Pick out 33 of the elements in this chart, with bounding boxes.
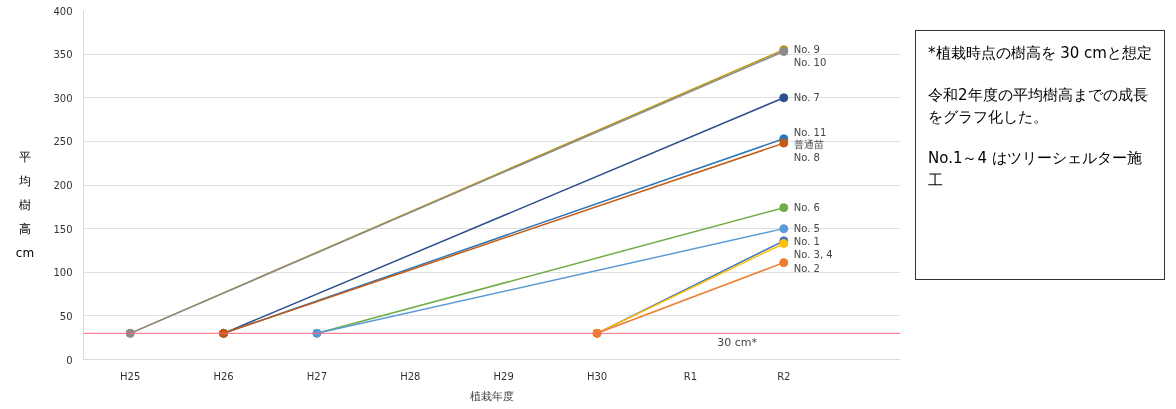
x-tick-label: R2	[777, 370, 791, 382]
x-tick-label: H27	[306, 370, 328, 382]
x-tick-label: H29	[493, 370, 514, 382]
x-tick-label: H30	[586, 370, 608, 382]
y-tick-label: 100	[53, 267, 73, 279]
series-label: No. 11 普通苗	[793, 127, 827, 151]
x-tick-label: H26	[213, 370, 234, 382]
x-tick-label: R1	[683, 370, 698, 382]
series-label: No. 2	[793, 262, 820, 274]
y-tick-label: 300	[53, 92, 73, 104]
y-axis-title: 平均樹高cm	[15, 149, 35, 262]
series-label: No. 3, 4	[793, 249, 833, 261]
text: No.1～4 はツリーシェルター施工	[928, 148, 1143, 191]
text: *植栽時点の樹高を 30 cmと想定	[928, 43, 1152, 64]
y-tick-label: 200	[53, 180, 73, 191]
x-tick-label: H25	[120, 370, 141, 382]
x-axis-title: 植栽年度	[470, 389, 514, 403]
y-tick-label: 250	[53, 136, 73, 148]
y-tick-label: 0	[66, 354, 73, 366]
y-tick-label: 50	[59, 310, 73, 322]
series-label: No. 6	[793, 202, 820, 214]
series-label: No. 1	[793, 236, 820, 248]
text: 令和2年度の平均樹高までの成長をグラフ化した。	[928, 84, 1149, 128]
y-tick-label: 350	[53, 49, 73, 61]
series-label: No. 8	[793, 152, 820, 164]
series-label: No. 10	[793, 57, 827, 69]
x-tick-label: H28	[400, 370, 421, 382]
y-tick-label: 400	[53, 5, 73, 17]
series-label: No. 7	[793, 92, 820, 104]
series-label: No. 5	[793, 223, 820, 235]
series-label: No. 9	[793, 44, 820, 56]
y-tick-label: 150	[53, 223, 73, 235]
ref-line-label: 30 cm*	[717, 336, 758, 350]
